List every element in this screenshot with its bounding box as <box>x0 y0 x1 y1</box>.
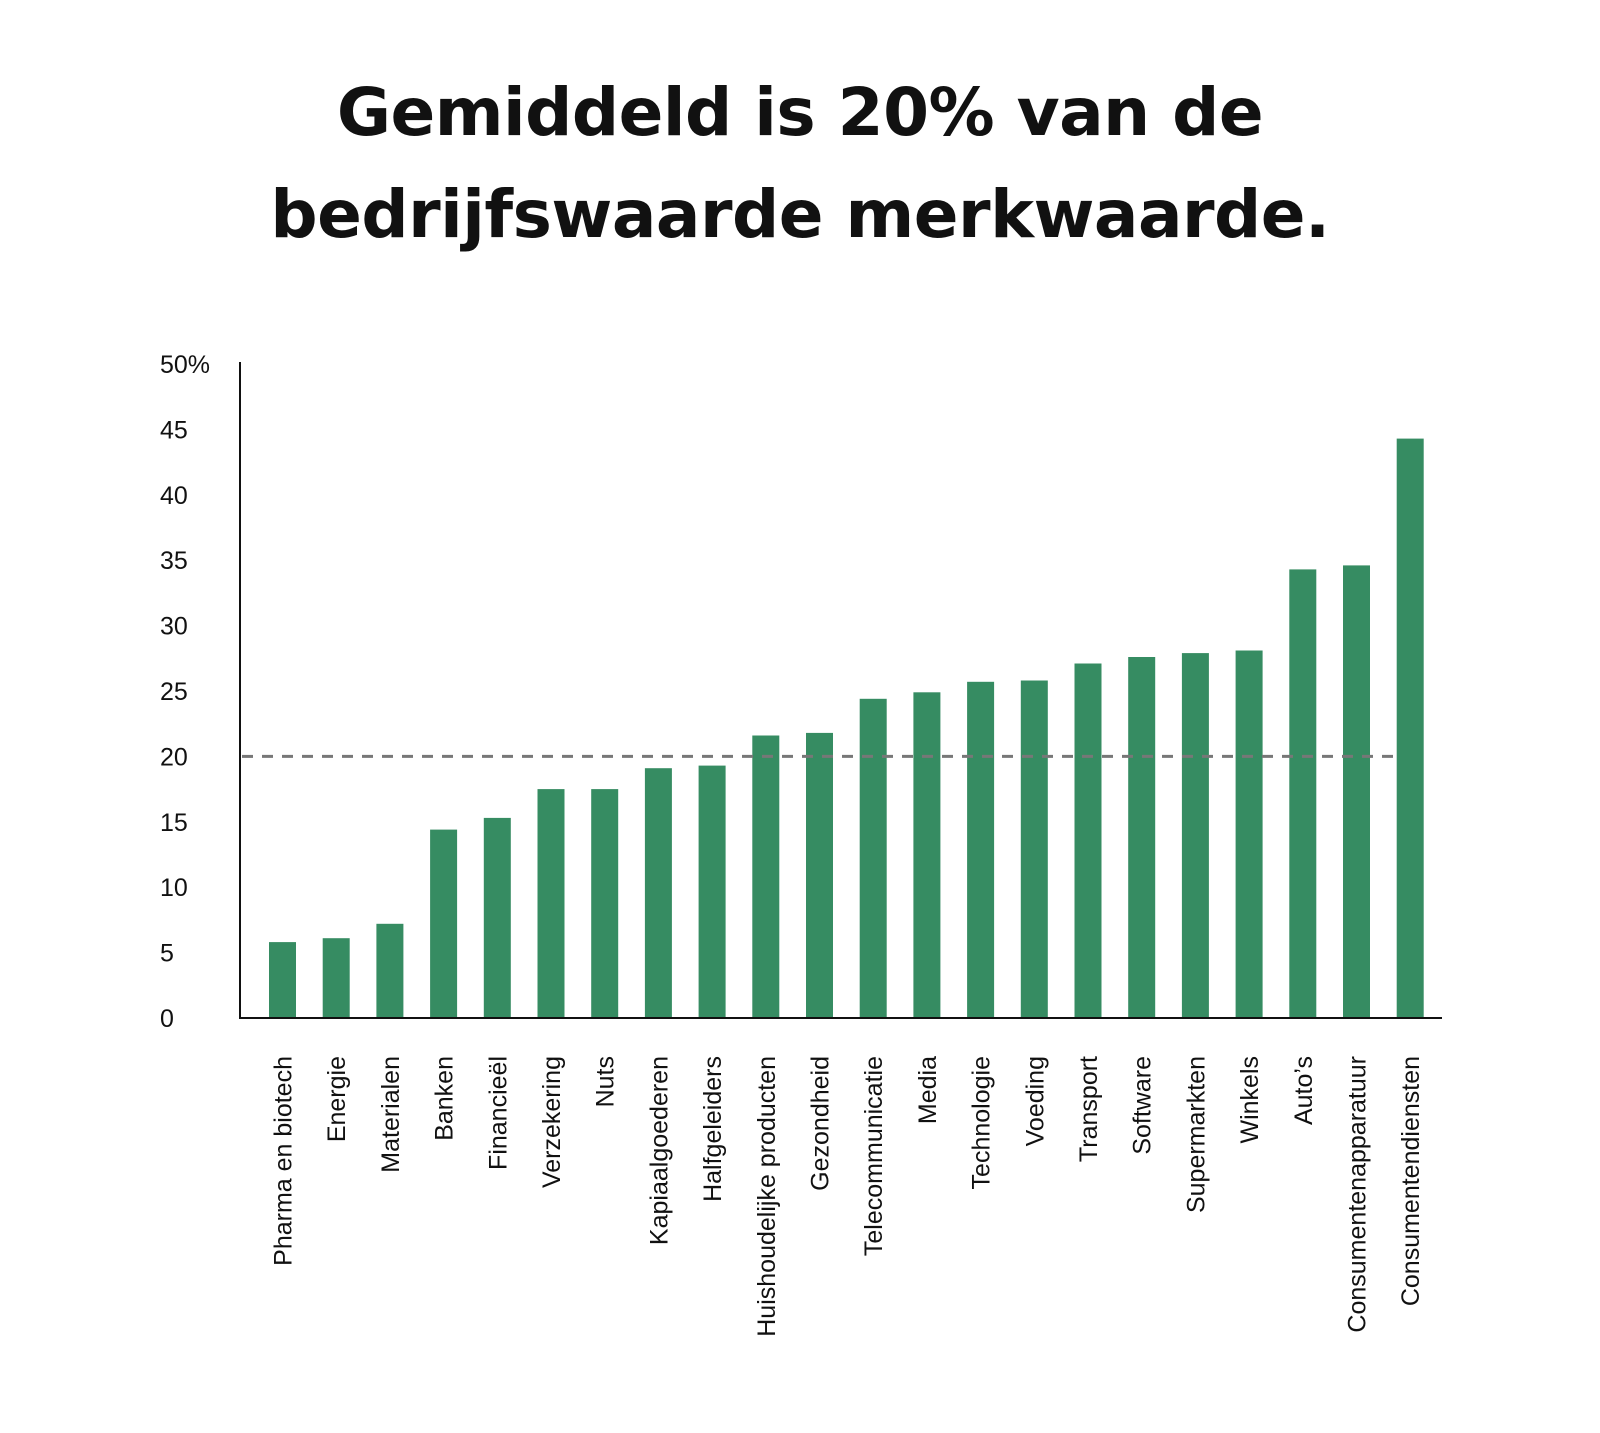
x-category-label: Consumentenapparatuur <box>1344 1056 1372 1333</box>
x-category-label: Winkels <box>1236 1056 1264 1144</box>
x-category-label: Huishoudelijke producten <box>753 1056 781 1337</box>
x-category-labels: Pharma en biotech Energie Materialen Banken… <box>270 1056 1426 1337</box>
bar-11 <box>806 732 833 1018</box>
bar-16 <box>1074 663 1102 1018</box>
bar-8 <box>644 768 672 1018</box>
bar-14 <box>967 681 995 1018</box>
bars-group <box>269 438 1424 1019</box>
x-category-label: Kapiaalgoederen <box>645 1056 673 1245</box>
x-category-label: Media <box>914 1056 942 1124</box>
bar-18 <box>1181 653 1209 1018</box>
bar-17 <box>1128 657 1156 1018</box>
y-tick-labels: 0 5 10 15 20 25 30 35 40 45 50% <box>160 351 210 1033</box>
bar-4 <box>430 829 458 1018</box>
bar-6 <box>537 789 565 1018</box>
axes-group <box>239 362 1442 1019</box>
y-tick-label: 30 <box>160 613 188 641</box>
x-category-label: Financieël <box>484 1056 512 1170</box>
bar-19 <box>1235 650 1263 1018</box>
x-category-label: Banken <box>431 1056 459 1141</box>
bar-2 <box>322 938 350 1018</box>
bar-3 <box>376 923 404 1018</box>
y-tick-label: 15 <box>160 809 188 837</box>
y-tick-label: 35 <box>160 547 188 575</box>
x-category-label: Consumentendiensten <box>1397 1056 1425 1306</box>
bar-9 <box>698 765 726 1018</box>
y-tick-label: 45 <box>160 416 188 444</box>
chart-title-line-2: bedrijfswaarde merkwaarde. <box>270 176 1330 253</box>
chart-title-line-1: Gemiddeld is 20% van de <box>336 74 1264 151</box>
x-category-label: Auto’s <box>1290 1056 1318 1125</box>
bar-22 <box>1396 438 1424 1019</box>
bar-7 <box>591 789 619 1018</box>
bar-21 <box>1343 565 1370 1018</box>
x-category-label: Pharma en biotech <box>270 1056 298 1266</box>
bar-10 <box>752 735 780 1018</box>
x-category-label: Nuts <box>592 1056 620 1107</box>
y-tick-label: 25 <box>160 678 188 706</box>
x-category-label: Supermarkten <box>1182 1056 1210 1213</box>
x-category-label: Gezondheid <box>807 1056 835 1191</box>
x-category-label: Energie <box>323 1056 351 1142</box>
x-category-label: Transport <box>1075 1056 1103 1162</box>
y-tick-label: 40 <box>160 482 188 510</box>
bar-1 <box>269 942 296 1018</box>
bar-15 <box>1020 680 1048 1018</box>
y-tick-label: 5 <box>160 940 174 968</box>
x-category-label: Software <box>1129 1056 1157 1155</box>
bar-5 <box>483 817 511 1018</box>
x-category-label: Verzekering <box>538 1056 566 1188</box>
bar-13 <box>913 692 941 1018</box>
y-tick-label: 10 <box>160 874 188 902</box>
x-category-label: Materialen <box>377 1056 405 1173</box>
bar-12 <box>859 698 887 1018</box>
y-tick-label: 50% <box>160 351 210 379</box>
x-category-label: Telecommunicatie <box>860 1056 888 1256</box>
x-category-label: Voeding <box>1021 1056 1049 1146</box>
bar-20 <box>1289 569 1317 1018</box>
chart-title: Gemiddeld is 20% van de bedrijfswaarde m… <box>0 62 1600 266</box>
y-tick-label: 0 <box>160 1005 174 1033</box>
x-category-label: Halfgeleiders <box>699 1056 727 1202</box>
y-tick-label: 20 <box>160 743 188 771</box>
x-category-label: Technologie <box>968 1056 996 1189</box>
